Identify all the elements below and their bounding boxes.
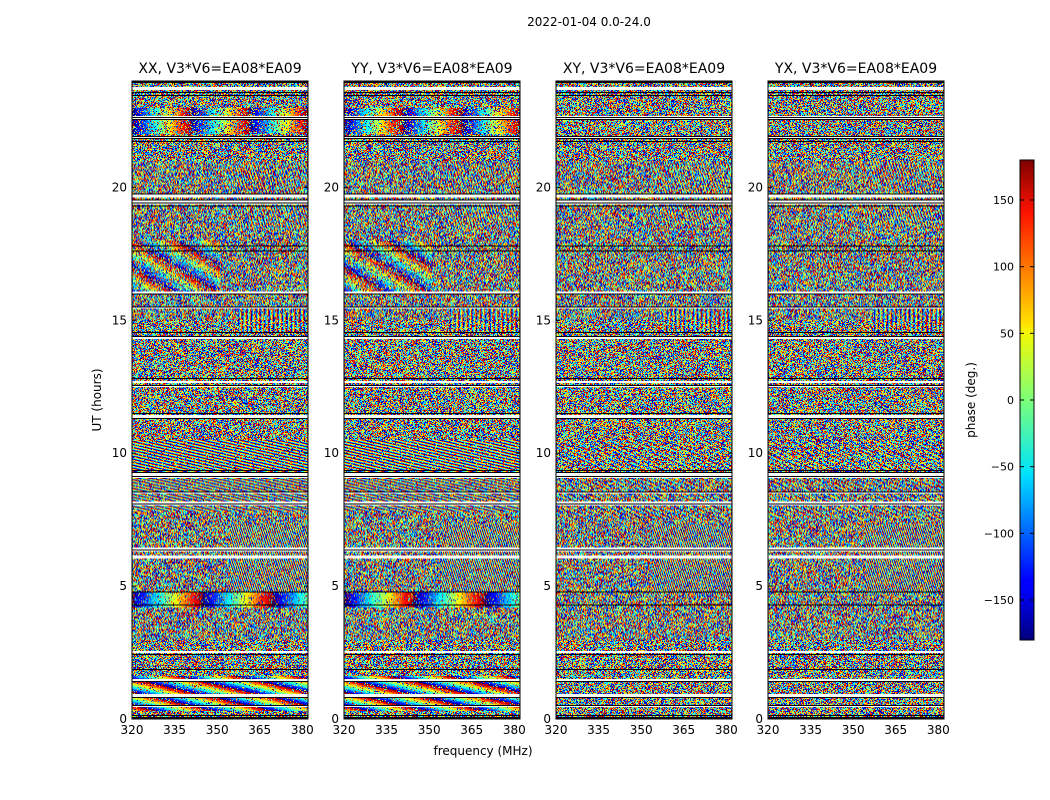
x-tick-label-xx-350: 350 <box>206 723 229 737</box>
y-tick-label-xx-5: 5 <box>119 579 127 593</box>
figure-suptitle: 2022-01-04 0.0-24.0 <box>527 15 651 29</box>
panel-xx: XX, V3*V6=EA08*EA09 320 335 350 365 380 0 5 10 15… <box>112 61 314 737</box>
x-tick-label-yy-350: 350 <box>418 723 441 737</box>
panels: XX, V3*V6=EA08*EA09 320 335 350 365 380 0 5 10 15… <box>112 61 950 737</box>
panel-yx: YX, V3*V6=EA08*EA09 320 335 350 365 380 0 5 10 15… <box>748 61 950 737</box>
x-tick-label-yx-320: 320 <box>757 723 780 737</box>
y-tick-label-xx-15: 15 <box>112 313 127 327</box>
colorbar-tick-label-3: 0 <box>1007 394 1014 407</box>
colorbar-tick-label-4: −50 <box>991 461 1014 474</box>
panel-title-xx: XX, V3*V6=EA08*EA09 <box>138 61 301 77</box>
axes-frame-xy <box>555 80 733 720</box>
x-tick-label-xy-320: 320 <box>545 723 568 737</box>
colorbar-tick-label-1: 100 <box>993 261 1014 274</box>
phase-heatmap-yx <box>768 81 944 719</box>
x-tick-label-xx-320: 320 <box>121 723 144 737</box>
y-tick-label-xy-10: 10 <box>536 446 551 460</box>
x-tick-label-yy-380: 380 <box>503 723 526 737</box>
panel-title-yy: YY, V3*V6=EA08*EA09 <box>350 61 512 77</box>
y-tick-label-xy-20: 20 <box>536 180 551 194</box>
axes-frame-yy <box>343 80 521 720</box>
x-tick-label-yx-365: 365 <box>884 723 907 737</box>
y-tick-label-yx-0: 0 <box>755 712 763 726</box>
x-tick-label-xx-380: 380 <box>291 723 314 737</box>
colorbar-ticks: 150 100 50 0 −50 −100 −150 <box>984 194 1034 607</box>
y-tick-label-yy-5: 5 <box>331 579 339 593</box>
x-tick-label-xy-365: 365 <box>672 723 695 737</box>
axes-frame-yx <box>767 80 945 720</box>
panel-yy: YY, V3*V6=EA08*EA09 320 335 350 365 380 0 5 10 15… <box>324 61 526 737</box>
y-tick-label-yy-10: 10 <box>324 446 339 460</box>
colorbar-tick-label-6: −150 <box>984 594 1014 607</box>
colorbar-label: phase (deg.) <box>964 362 978 438</box>
y-tick-label-xx-10: 10 <box>112 446 127 460</box>
x-tick-label-yy-320: 320 <box>333 723 356 737</box>
y-tick-label-yx-10: 10 <box>748 446 763 460</box>
panel-title-xy: XY, V3*V6=EA08*EA09 <box>563 61 725 77</box>
x-tick-label-xy-350: 350 <box>630 723 653 737</box>
x-tick-label-xy-335: 335 <box>587 723 610 737</box>
colorbar-tick-label-0: 150 <box>993 194 1014 207</box>
y-tick-label-yy-15: 15 <box>324 313 339 327</box>
y-tick-label-yy-0: 0 <box>331 712 339 726</box>
y-tick-label-xx-20: 20 <box>112 180 127 194</box>
y-tick-label-yx-5: 5 <box>755 579 763 593</box>
x-tick-label-yx-350: 350 <box>842 723 865 737</box>
y-tick-label-xy-15: 15 <box>536 313 551 327</box>
panel-xy: XY, V3*V6=EA08*EA09 320 335 350 365 380 0 5 10 15… <box>536 61 738 737</box>
x-tick-label-xx-335: 335 <box>163 723 186 737</box>
x-tick-label-yx-335: 335 <box>799 723 822 737</box>
y-tick-label-xy-0: 0 <box>543 712 551 726</box>
y-tick-label-yx-20: 20 <box>748 180 763 194</box>
x-tick-label-yy-365: 365 <box>460 723 483 737</box>
x-tick-label-yy-335: 335 <box>375 723 398 737</box>
colorbar: 150 100 50 0 −50 −100 −150 phase (deg.) <box>964 159 1035 641</box>
colorbar-tick-label-2: 50 <box>1000 327 1014 340</box>
phase-heatmap-xy <box>556 81 732 719</box>
y-tick-label-yy-20: 20 <box>324 180 339 194</box>
x-tick-label-xx-365: 365 <box>248 723 271 737</box>
x-axis-label: frequency (MHz) <box>433 744 532 758</box>
colorbar-tick-label-5: −100 <box>984 527 1014 540</box>
y-tick-label-yx-15: 15 <box>748 313 763 327</box>
panel-title-yx: YX, V3*V6=EA08*EA09 <box>774 61 937 77</box>
x-tick-label-xy-380: 380 <box>715 723 738 737</box>
x-tick-label-yx-380: 380 <box>927 723 950 737</box>
phase-heatmap-xx <box>132 81 308 719</box>
y-tick-label-xy-5: 5 <box>543 579 551 593</box>
phase-heatmap-yy <box>344 81 520 719</box>
axes-frame-xx <box>131 80 309 720</box>
y-tick-label-xx-0: 0 <box>119 712 127 726</box>
y-axis-label: UT (hours) <box>90 368 104 431</box>
